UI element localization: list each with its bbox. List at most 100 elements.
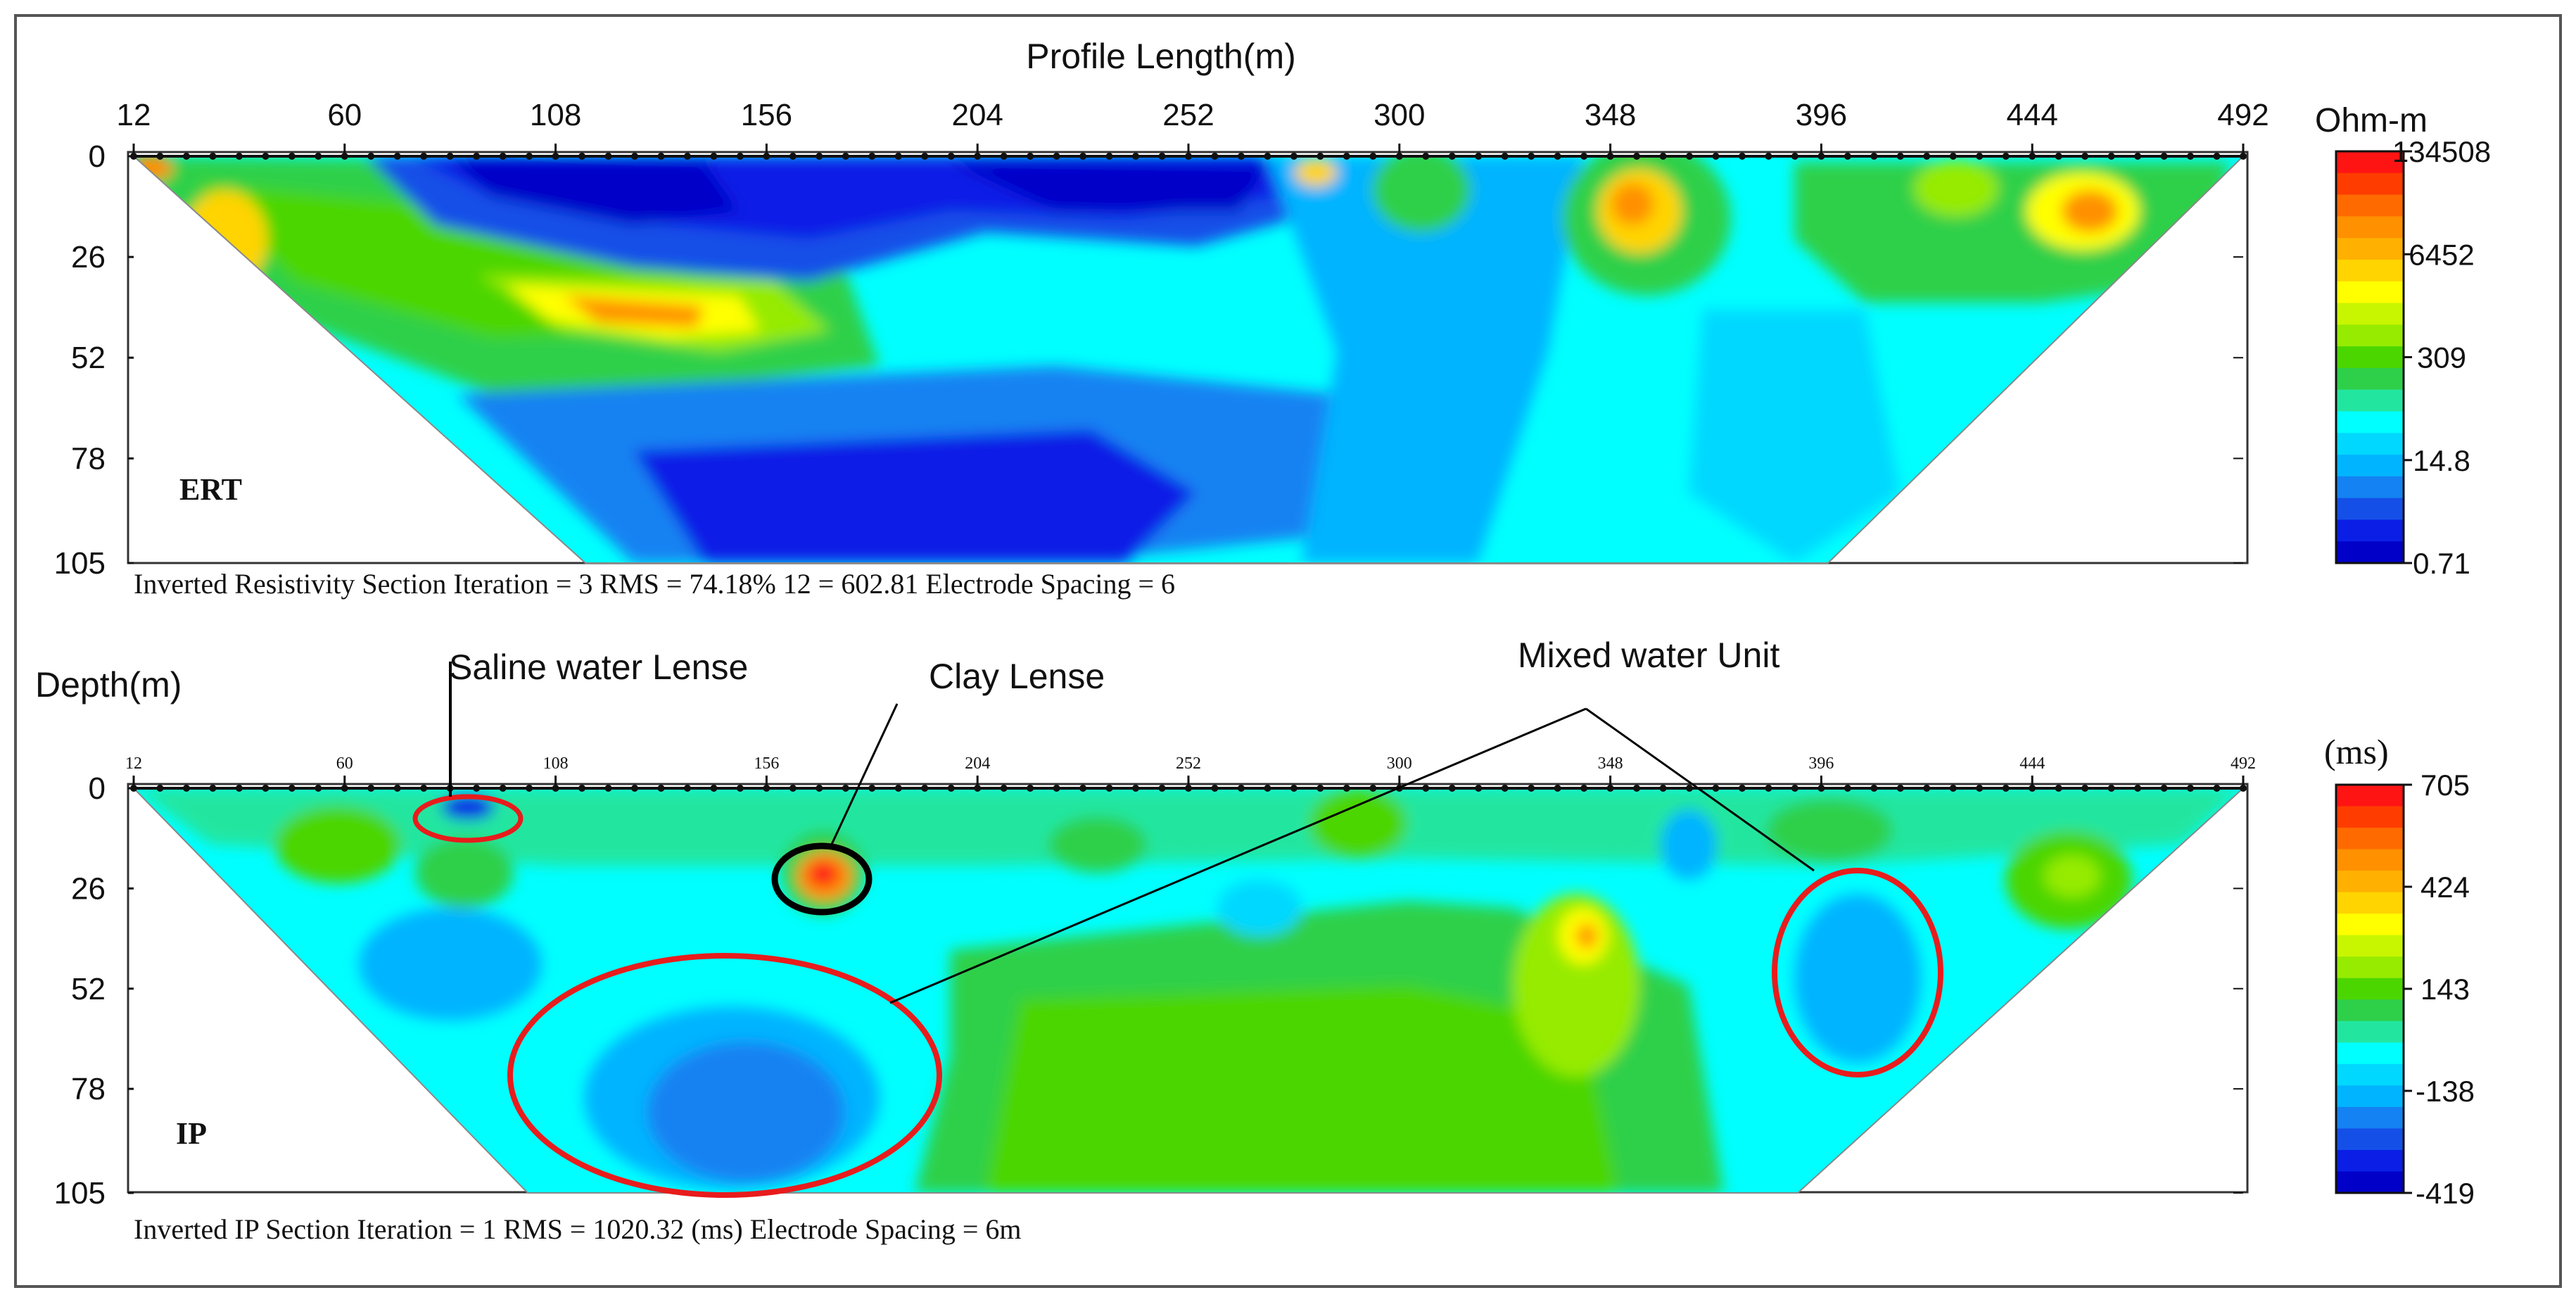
electrode-marker	[288, 785, 296, 792]
ert-panel-label: ERT	[179, 472, 242, 507]
electrode-marker	[2107, 153, 2115, 160]
electrode-marker	[2029, 153, 2036, 160]
ert-colorbar-title: Ohm-m	[2315, 102, 2428, 139]
mixed-water-annotation: Mixed water Unit	[1518, 636, 1779, 675]
colorbar-swatch	[2336, 849, 2404, 871]
colorbar-swatch	[2336, 785, 2404, 807]
electrode-marker	[341, 153, 348, 160]
x-tick-label: 444	[2019, 754, 2045, 773]
colorbar-swatch	[2336, 1042, 2404, 1065]
electrode-marker	[1870, 785, 1878, 792]
electrode-marker	[288, 153, 296, 160]
x-tick-label: 396	[1808, 754, 1834, 773]
colorbar-swatch	[2336, 151, 2404, 174]
electrode-marker	[420, 785, 428, 792]
electrode-marker	[1448, 153, 1456, 160]
electrode-marker	[1870, 153, 1878, 160]
electrode-marker	[974, 785, 982, 792]
colorbar-swatch	[2336, 935, 2404, 957]
electrode-marker	[1264, 785, 1271, 792]
x-axis-title: Profile Length(m)	[1026, 37, 1296, 76]
x-tick-label: 156	[754, 754, 779, 773]
electrode-marker	[894, 153, 902, 160]
colorbar-swatch	[2336, 216, 2404, 239]
colorbar-label: 424	[2420, 871, 2470, 904]
y-tick-label: 0	[89, 139, 106, 174]
clay-lens-annotation: Clay Lense	[929, 657, 1105, 696]
electrode-marker	[1738, 785, 1746, 792]
x-tick-label: 396	[1796, 98, 1847, 132]
x-tick-label: 12	[117, 98, 151, 132]
ip-heatmap	[134, 788, 2243, 1193]
colorbar-swatch	[2336, 303, 2404, 325]
electrode-marker	[1976, 153, 1984, 160]
electrode-marker	[1923, 785, 1931, 792]
ert-caption: Inverted Resistivity Section Iteration =…	[134, 568, 1175, 600]
ert-colorbar: Ohm-m 134508 6452 309 14.8 0.71	[2315, 102, 2491, 580]
y-tick-label: 105	[54, 546, 106, 581]
electrode-marker	[1369, 785, 1377, 792]
colorbar-swatch	[2336, 519, 2404, 542]
electrode-marker	[604, 153, 612, 160]
electrode-marker	[1290, 153, 1297, 160]
electrode-marker	[1896, 153, 1904, 160]
electrode-marker	[235, 153, 243, 160]
electrode-marker	[499, 153, 507, 160]
electrode-marker	[763, 153, 770, 160]
electrode-marker	[2002, 153, 2010, 160]
colorbar-swatch	[2336, 1106, 2404, 1130]
electrode-marker	[1791, 785, 1798, 792]
electrode-marker	[578, 785, 586, 792]
electrode-marker	[182, 153, 190, 160]
electrode-marker	[1185, 153, 1192, 160]
electrode-marker	[1844, 785, 1851, 792]
electrode-marker	[1448, 785, 1456, 792]
electrode-marker	[921, 153, 929, 160]
electrode-marker	[1580, 153, 1588, 160]
x-tick-label: 204	[951, 98, 1003, 132]
electrode-marker	[1000, 153, 1008, 160]
x-tick-label: 108	[530, 98, 581, 132]
x-tick-label: 252	[1162, 98, 1214, 132]
electrode-marker	[921, 785, 929, 792]
electrode-marker	[1923, 153, 1931, 160]
electrode-marker	[683, 785, 691, 792]
y-axis-title: Depth(m)	[35, 665, 182, 704]
electrode-marker	[736, 785, 744, 792]
electrode-marker	[1528, 785, 1535, 792]
colorbar-swatch	[2336, 1128, 2404, 1151]
electrode-marker	[552, 153, 559, 160]
electrode-marker	[868, 153, 876, 160]
electrode-marker	[235, 785, 243, 792]
electrode-marker	[1765, 153, 1772, 160]
electrode-marker	[2160, 153, 2168, 160]
electrode-marker	[1185, 785, 1192, 792]
mixed-water-marker-west	[507, 953, 942, 1198]
ip-x-ticks: 12 60 108 156 204 252 300 348 396 444 492	[125, 754, 2256, 785]
x-tick-label: 492	[2217, 98, 2269, 132]
electrode-marker	[1791, 153, 1798, 160]
electrode-marker	[1000, 785, 1008, 792]
electrode-marker	[156, 785, 164, 792]
electrode-marker	[2187, 153, 2195, 160]
electrode-marker	[842, 153, 849, 160]
electrode-marker	[1686, 785, 1694, 792]
electrode-marker	[1949, 785, 1957, 792]
electrode-marker	[1422, 153, 1430, 160]
colorbar-swatch	[2336, 238, 2404, 260]
colorbar-swatch	[2336, 194, 2404, 217]
x-tick-label: 204	[965, 754, 990, 773]
electrode-marker	[1290, 785, 1297, 792]
electrode-marker	[473, 785, 481, 792]
colorbar-label: 6452	[2409, 238, 2474, 271]
electrode-marker	[947, 785, 955, 792]
electrode-marker	[1949, 153, 1957, 160]
electrode-marker	[1027, 153, 1034, 160]
electrode-marker	[182, 785, 190, 792]
electrode-marker	[1105, 153, 1113, 160]
colorbar-swatch	[2336, 978, 2404, 1000]
electrode-marker	[1633, 153, 1641, 160]
electrode-marker	[1343, 153, 1350, 160]
y-tick-label: 26	[71, 871, 106, 906]
electrode-marker	[736, 153, 744, 160]
